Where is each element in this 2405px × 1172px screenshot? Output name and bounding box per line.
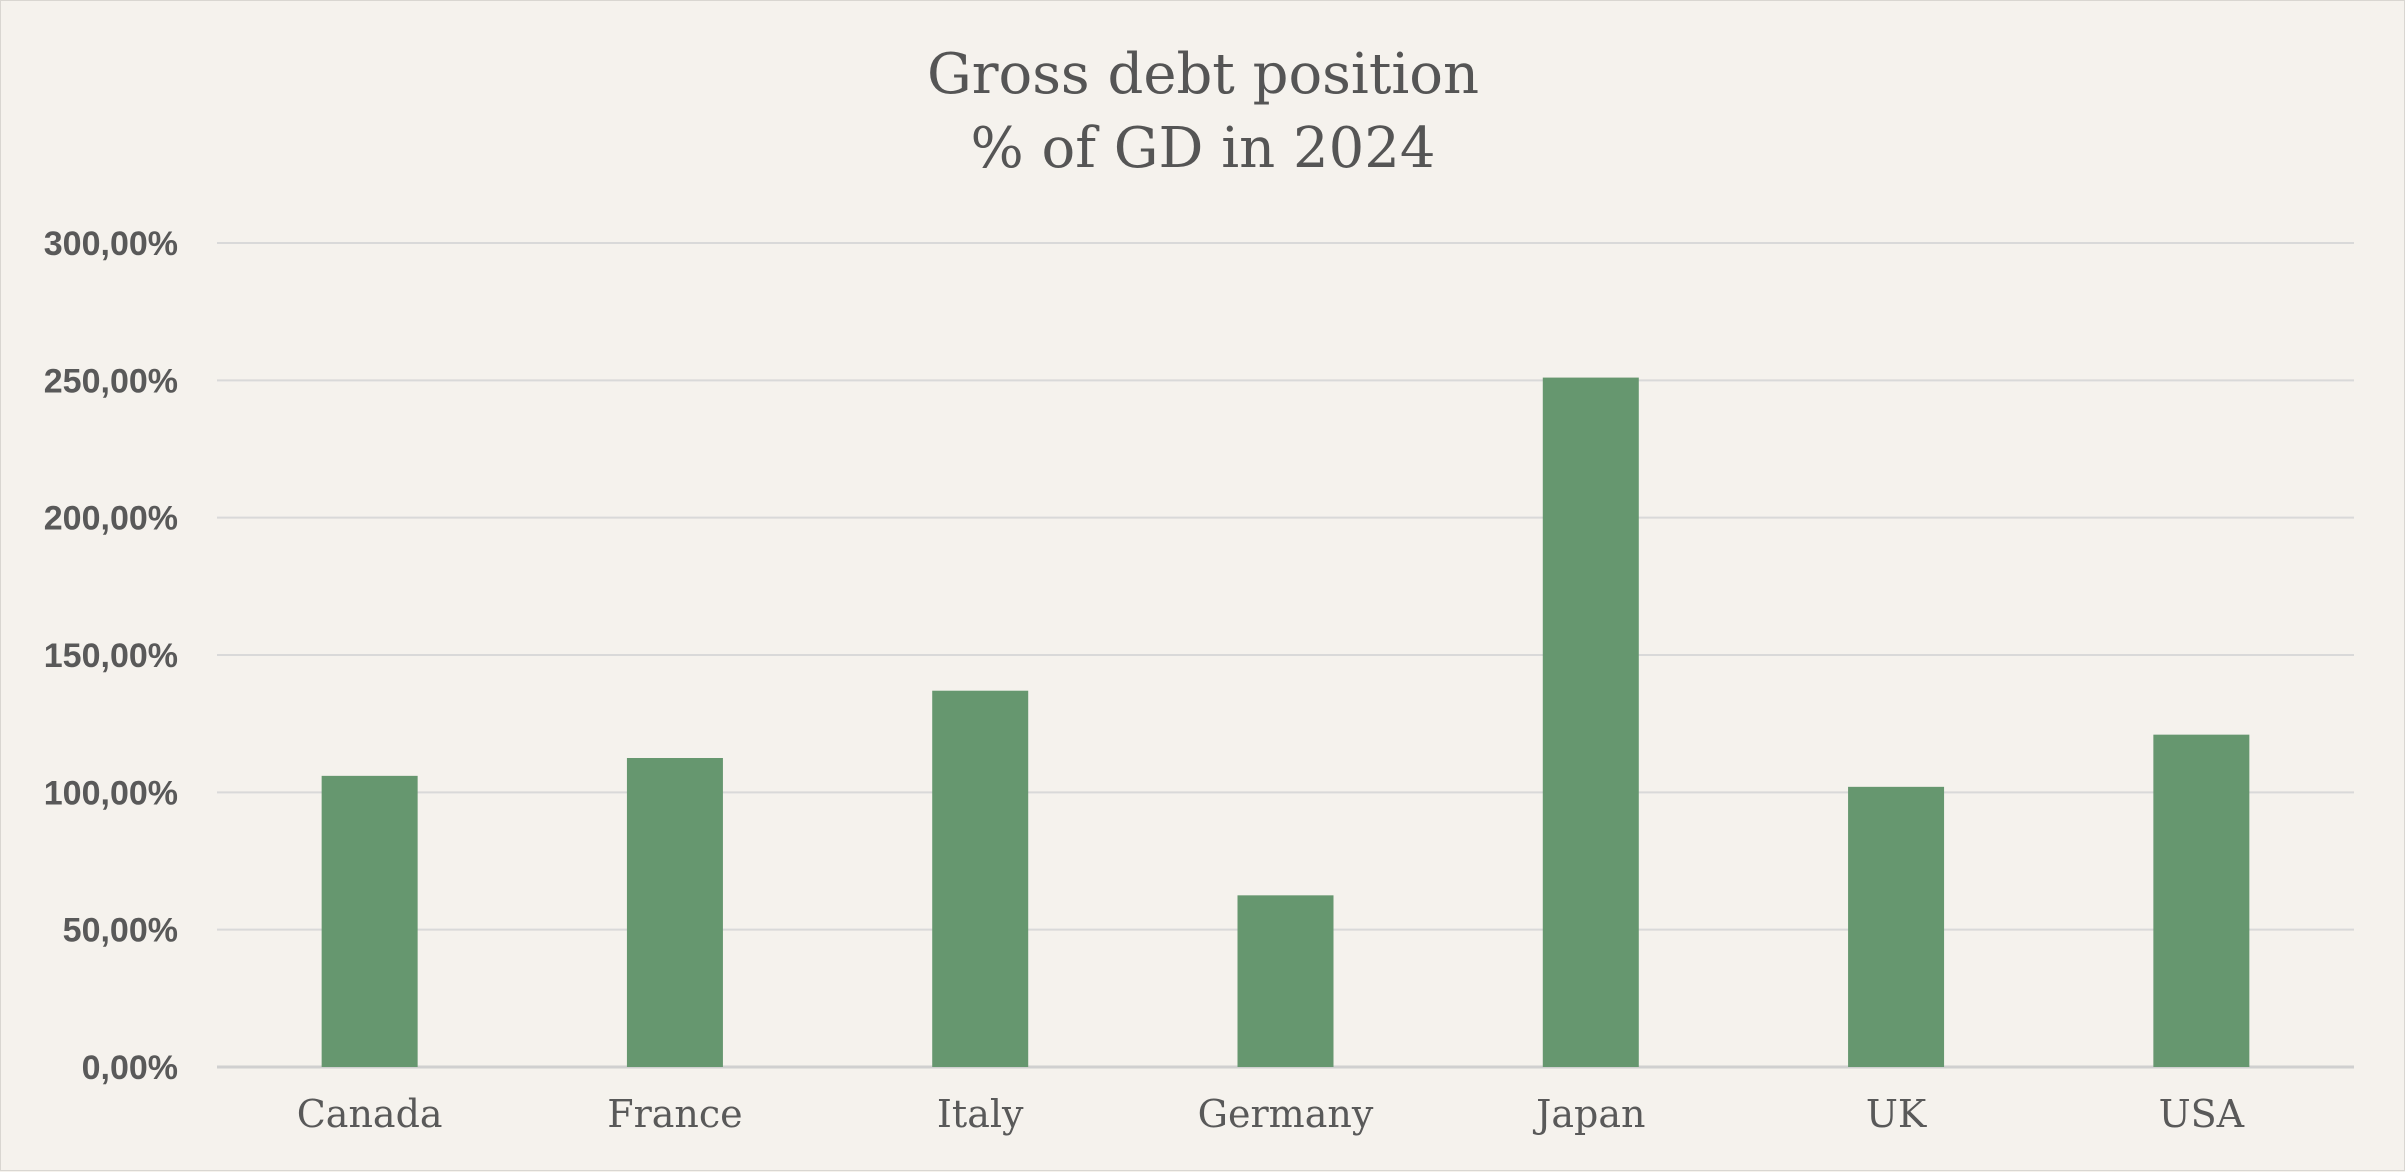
x-tick-label: France [607,1092,742,1136]
bar-italy [932,690,1029,1067]
x-tick-label: Japan [1532,1092,1645,1136]
x-tick-label: USA [2159,1092,2245,1136]
y-axis-ticks: 0,00% 50,00% 100,00% 150,00% 200,00% 250,00% 3… [44,225,178,1087]
y-tick-label: 100,00% [44,774,178,812]
bar-canada [321,775,418,1067]
bar-france [626,758,723,1067]
y-tick-label: 50,00% [63,912,178,950]
y-tick-label: 250,00% [44,362,178,400]
x-tick-label: Italy [937,1092,1024,1136]
y-tick-label: 200,00% [44,500,178,538]
y-tick-label: 0,00% [82,1049,178,1087]
x-axis-ticks: Canada France Italy Germany Japan UK USA [297,1092,2245,1136]
x-tick-label: Germany [1198,1092,1374,1136]
gridlines [217,242,2354,1069]
chart-title-line-2: % of GD in 2024 [971,116,1436,181]
bar-usa [2153,734,2250,1067]
y-tick-label: 150,00% [44,637,178,675]
bar-uk [1848,786,1945,1067]
bar-japan [1542,377,1639,1067]
bar-germany [1237,895,1334,1067]
x-tick-label: UK [1866,1092,1927,1136]
x-tick-label: Canada [297,1092,443,1136]
chart-title-line-1: Gross debt position [927,42,1479,107]
bars [321,377,2250,1067]
y-tick-label: 300,00% [44,225,178,263]
